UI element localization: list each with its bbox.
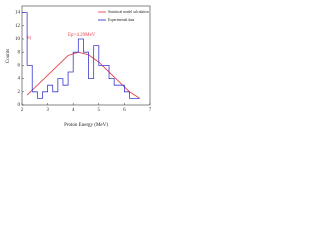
y-tick-label: 2 [18,90,21,95]
y-tick-label: 12 [15,24,21,29]
y-tick-label: 6 [18,64,21,69]
series-line [26,51,141,99]
x-tick-label: 6 [123,108,126,113]
x-tick-label: 5 [98,108,101,113]
chart: Proton Energy (MeV) Counts b) Ep=4.29MeV… [6,5,152,128]
y-tick-label: 10 [15,37,21,42]
step-line [22,12,140,99]
legend-label: Statistical model calculation [108,10,149,14]
y-tick-label: 14 [15,11,21,16]
x-tick-label: 2 [21,108,24,113]
legend-label: Experimental data [108,18,135,22]
x-tick-label: 3 [46,108,49,113]
y-axis-label: Counts [6,49,11,63]
annotation: Ep=4.29MeV [68,33,96,38]
y-tick-label: 4 [18,77,21,82]
annotation: b) [27,36,32,41]
y-tick-label: 8 [18,50,21,55]
y-tick-label: 0 [18,103,21,108]
x-axis-label: Proton Energy (MeV) [64,123,108,128]
plot-frame [21,5,151,106]
x-tick-label: 7 [149,108,152,113]
x-tick-label: 4 [72,108,75,113]
